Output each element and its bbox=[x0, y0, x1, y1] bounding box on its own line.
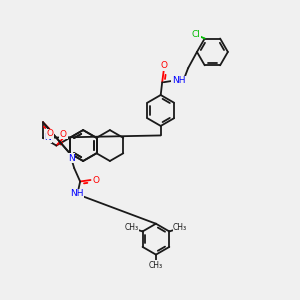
Text: N: N bbox=[44, 133, 51, 142]
Text: CH₃: CH₃ bbox=[149, 261, 163, 270]
Text: CH₃: CH₃ bbox=[173, 223, 187, 232]
Text: O: O bbox=[46, 129, 54, 138]
Text: CH₃: CH₃ bbox=[125, 223, 139, 232]
Text: Cl: Cl bbox=[192, 31, 201, 40]
Text: NH: NH bbox=[172, 76, 185, 85]
Text: NH: NH bbox=[70, 190, 83, 199]
Text: N: N bbox=[68, 154, 75, 163]
Text: O: O bbox=[160, 61, 167, 70]
Text: O: O bbox=[60, 130, 67, 139]
Text: O: O bbox=[92, 176, 99, 184]
